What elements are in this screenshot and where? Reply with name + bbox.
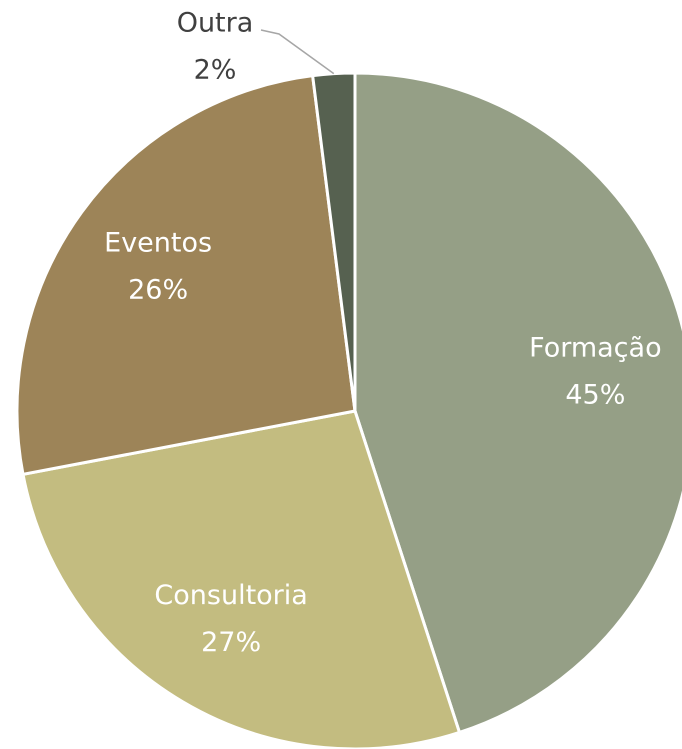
- slice-label: Consultoria: [154, 580, 307, 611]
- leader-line: [260, 29, 335, 75]
- slice-value: 2%: [194, 55, 237, 86]
- pie-slice: [21, 409, 462, 749]
- pie-slice: [353, 71, 682, 735]
- slice-value: 26%: [128, 274, 188, 305]
- slice-label: Eventos: [104, 227, 212, 258]
- slice-value: 27%: [201, 627, 261, 658]
- slice-label: Outra: [177, 8, 254, 39]
- pie-slice: [15, 73, 357, 477]
- slice-value: 45%: [565, 379, 625, 410]
- slice-label: Formação: [529, 332, 661, 363]
